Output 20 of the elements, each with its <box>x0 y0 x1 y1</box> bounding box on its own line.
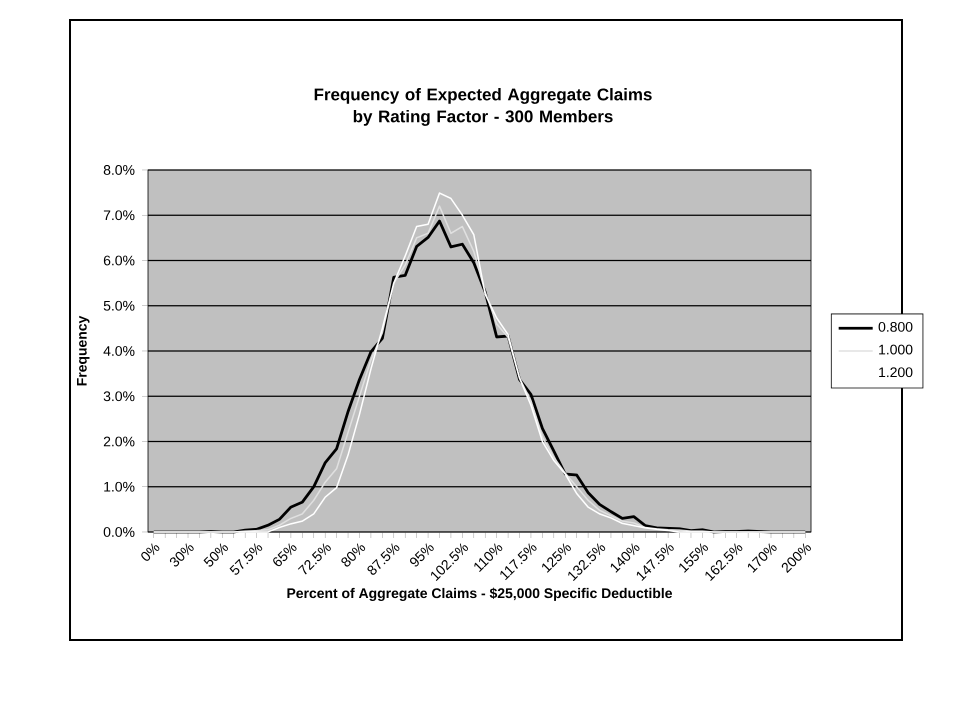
x-tick-label: 30% <box>170 543 194 567</box>
x-axis-title: Percent of Aggregate Claims - $25,000 Specific Deductible <box>287 588 672 601</box>
chart-title: Frequency of Expected Aggregate Claims by Rating Factor - 300 Members <box>314 88 652 126</box>
y-tick-label: 2.0% <box>104 436 134 446</box>
y-tick-label: 4.0% <box>103 346 134 356</box>
y-tick-label: 1.0% <box>104 482 134 492</box>
y-tick-label: 6.0% <box>104 256 134 266</box>
x-tick-label: 80% <box>341 543 366 567</box>
y-tick-label: 8.0% <box>104 165 134 175</box>
text: 1.200 <box>879 367 912 378</box>
y-tick-label: 5.0% <box>104 300 134 311</box>
y-tick-label: 7.0% <box>104 210 134 220</box>
x-tick-label: 0% <box>141 543 160 561</box>
y-axis-title: Frequency <box>77 316 90 386</box>
y-tick-label: 0.0% <box>104 527 134 537</box>
x-tick-label: 65% <box>273 543 297 566</box>
y-tick-label: 3.0% <box>104 391 134 402</box>
legend-label: 0.800 <box>878 322 912 332</box>
x-tick-label: 50% <box>203 543 228 567</box>
legend-label: 1.000 <box>879 344 912 354</box>
